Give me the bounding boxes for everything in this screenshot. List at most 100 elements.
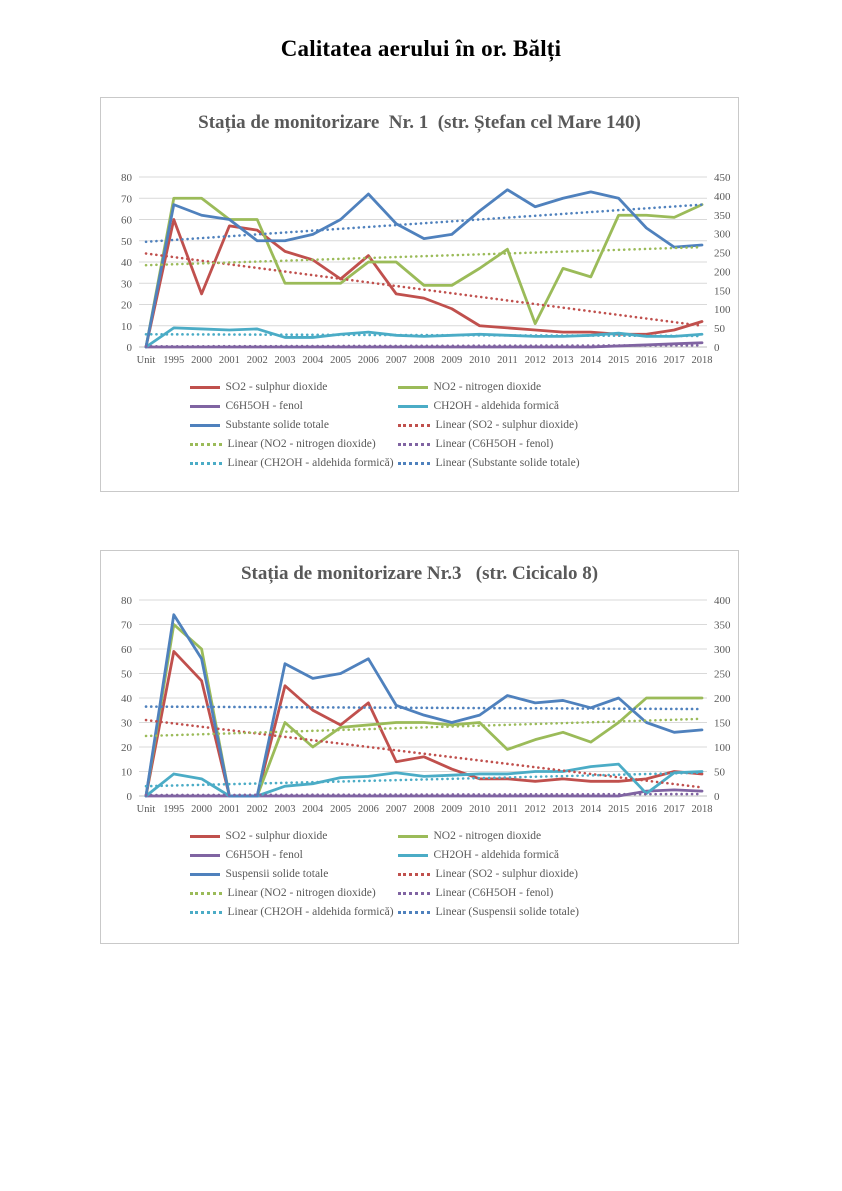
trend-line <box>144 252 704 328</box>
legend-dotted-line-swatch-icon <box>397 423 430 427</box>
x-axis-label: 2014 <box>580 804 602 815</box>
x-axis-label: 2008 <box>414 355 435 366</box>
y2-axis-label: 300 <box>714 229 731 241</box>
legend-line-swatch-icon <box>397 404 428 408</box>
x-axis-label: Unit <box>137 355 156 366</box>
x-axis-label: 2004 <box>302 355 324 366</box>
y2-axis-label: 50 <box>714 767 726 779</box>
chart-card-station-3: Stația de monitorizare Nr.3 (str. Cicica… <box>100 550 739 944</box>
legend-label: Linear (SO2 - sulphur dioxide) <box>435 868 578 880</box>
legend-label: Substante solide totale <box>225 419 329 431</box>
x-axis-label: 2015 <box>608 355 629 366</box>
x-axis-label: 2006 <box>358 804 379 815</box>
legend-label: Linear (CH2OH - aldehida formică) <box>227 457 394 469</box>
y-axis-label: 0 <box>127 791 133 803</box>
series-line <box>144 623 704 798</box>
series-line <box>144 326 704 349</box>
x-axis-label: 2016 <box>636 804 657 815</box>
x-axis-label: 2010 <box>469 804 490 815</box>
y-axis-label: 80 <box>121 595 133 607</box>
y-axis-label: 10 <box>121 767 133 779</box>
x-axis-label: 2012 <box>525 804 546 815</box>
legend-item: CH2OH - aldehida formică <box>397 397 650 416</box>
legend-label: CH2OH - aldehida formică <box>433 400 560 412</box>
legend-item: C6H5OH - fenol <box>189 846 398 865</box>
legend-item: Linear (CH2OH - aldehida formică) <box>189 454 398 473</box>
x-axis-label: 2001 <box>219 804 240 815</box>
y2-axis-label: 250 <box>714 248 731 260</box>
legend-line-swatch-icon <box>189 834 220 838</box>
legend-dotted-line-swatch-icon <box>189 910 222 914</box>
x-axis-label: 2013 <box>553 804 574 815</box>
legend-label: Linear (NO2 - nitrogen dioxide) <box>227 887 376 899</box>
x-axis-label: 1995 <box>163 804 184 815</box>
x-axis-label: 2008 <box>414 804 435 815</box>
legend-dotted-line-swatch-icon <box>397 910 430 914</box>
legend-label: Linear (Substante solide totale) <box>435 457 580 469</box>
x-axis-label: 2012 <box>525 355 546 366</box>
y-axis-label: 60 <box>121 644 133 656</box>
series-line <box>144 613 704 798</box>
legend-label: Linear (C6H5OH - fenol) <box>435 887 554 899</box>
y-axis-label: 70 <box>121 620 133 632</box>
trend-line <box>144 718 704 789</box>
legend-line-swatch-icon <box>189 385 220 389</box>
legend-item: Linear (CH2OH - aldehida formică) <box>189 903 398 922</box>
x-axis-label: 2005 <box>330 804 351 815</box>
legend-label: C6H5OH - fenol <box>225 849 303 861</box>
x-axis-label: 2005 <box>330 355 351 366</box>
y2-axis-label: 400 <box>714 595 731 607</box>
legend-item: Suspensii solide totale <box>189 865 398 884</box>
legend-dotted-line-swatch-icon <box>189 442 222 446</box>
legend-item: Linear (SO2 - sulphur dioxide) <box>397 416 650 435</box>
x-axis-label: 2001 <box>219 355 240 366</box>
x-axis-label: 2004 <box>302 804 324 815</box>
y-axis-label: 30 <box>121 278 133 290</box>
x-axis-label: 2009 <box>441 355 462 366</box>
y2-axis-label: 0 <box>714 791 720 803</box>
legend-item: Substante solide totale <box>189 416 398 435</box>
y2-axis-label: 450 <box>714 172 731 184</box>
legend-line-swatch-icon <box>189 872 220 876</box>
y-axis-label: 0 <box>127 342 133 354</box>
legend-label: NO2 - nitrogen dioxide <box>433 830 542 842</box>
legend-label: Linear (SO2 - sulphur dioxide) <box>435 419 578 431</box>
legend-item: SO2 - sulphur dioxide <box>189 378 398 397</box>
trend-line <box>144 332 704 338</box>
y-axis-label: 30 <box>121 718 133 730</box>
x-axis-label: 2014 <box>580 355 602 366</box>
y2-axis-label: 350 <box>714 210 731 222</box>
y-axis-label: 10 <box>121 321 133 333</box>
chart-title: Stația de monitorizare Nr.3 (str. Cicica… <box>240 563 599 584</box>
legend-line-swatch-icon <box>189 404 220 408</box>
y2-axis-label: 250 <box>714 669 731 681</box>
y-axis-label: 60 <box>121 215 133 227</box>
y-axis-label: 20 <box>121 300 133 312</box>
trend-line <box>144 792 704 797</box>
legend-line-swatch-icon <box>189 423 220 427</box>
legend-label: SO2 - sulphur dioxide <box>225 830 328 842</box>
y-axis-label: 20 <box>121 742 133 754</box>
trend-line <box>144 717 704 738</box>
y2-axis-label: 400 <box>714 191 731 203</box>
x-axis-label: 2011 <box>497 804 518 815</box>
y2-axis-label: 200 <box>714 266 731 278</box>
legend-dotted-line-swatch-icon <box>189 891 222 895</box>
y2-axis-label: 100 <box>714 742 731 754</box>
trend-line <box>144 705 704 711</box>
legend-item: Linear (NO2 - nitrogen dioxide) <box>189 435 398 454</box>
x-axis-label: 2017 <box>664 355 685 366</box>
x-axis-label: 2013 <box>553 355 574 366</box>
legend-dotted-line-swatch-icon <box>189 461 222 465</box>
legend-line-swatch-icon <box>189 853 220 857</box>
y2-axis-label: 150 <box>714 285 731 297</box>
x-axis-label: 2017 <box>664 804 685 815</box>
legend-item: Linear (Suspensii solide totale) <box>397 903 650 922</box>
legend-label: Suspensii solide totale <box>225 868 329 880</box>
chart-title: Stația de monitorizare Nr. 1 (str. Ștefa… <box>198 112 641 133</box>
legend-item: Linear (NO2 - nitrogen dioxide) <box>189 884 398 903</box>
trend-line <box>144 203 704 244</box>
legend-label: CH2OH - aldehida formică <box>433 849 560 861</box>
x-axis-label: 2016 <box>636 355 657 366</box>
legend-item: Linear (Substante solide totale) <box>397 454 650 473</box>
